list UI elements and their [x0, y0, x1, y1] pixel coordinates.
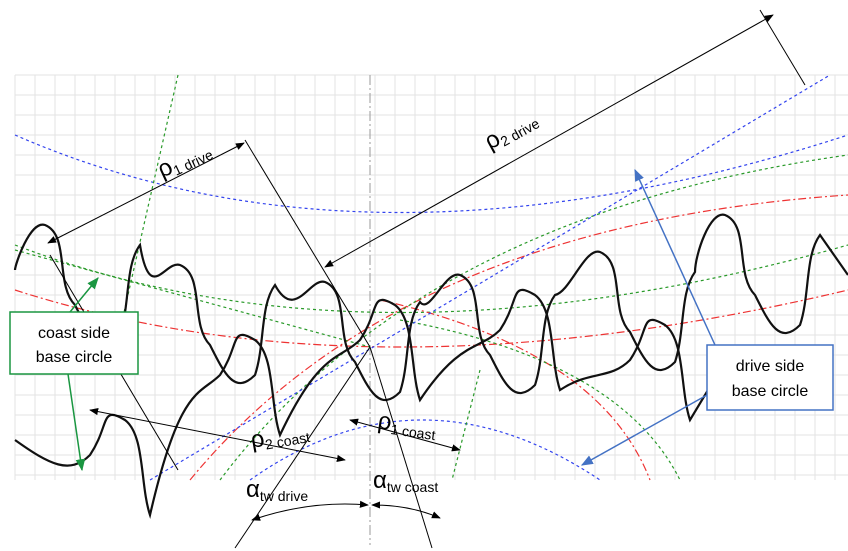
- callout-text: drive side: [736, 358, 805, 375]
- ext-line: [760, 10, 805, 85]
- upper-base-circle: [15, 135, 848, 213]
- rho1-drive-label: ρ1 drive: [153, 135, 215, 184]
- coast-callout: coast side base circle: [10, 278, 138, 470]
- grid: [15, 75, 848, 480]
- callout-box: [707, 345, 833, 410]
- ext-line: [370, 347, 432, 548]
- alpha-coast-arc: [372, 505, 440, 518]
- alpha-coast-label: αtw coast: [373, 467, 438, 495]
- alpha-drive-label: αtw drive: [246, 476, 308, 504]
- callout-text: coast side: [38, 325, 110, 342]
- callout-text: base circle: [732, 383, 809, 400]
- coast-normal: [120, 75, 178, 330]
- rho2-drive-arrow: [325, 15, 773, 267]
- rho1-coast-label: ρ1 coast: [376, 407, 438, 443]
- callout-text: base circle: [36, 349, 113, 366]
- rho2-drive-label: ρ2 drive: [480, 105, 542, 157]
- alpha-drive-arc: [252, 504, 368, 520]
- coast-normal-2: [452, 370, 480, 480]
- gear-diagram: ρ1 drive ρ2 drive ρ2 coast ρ1 coast αtw …: [0, 0, 848, 551]
